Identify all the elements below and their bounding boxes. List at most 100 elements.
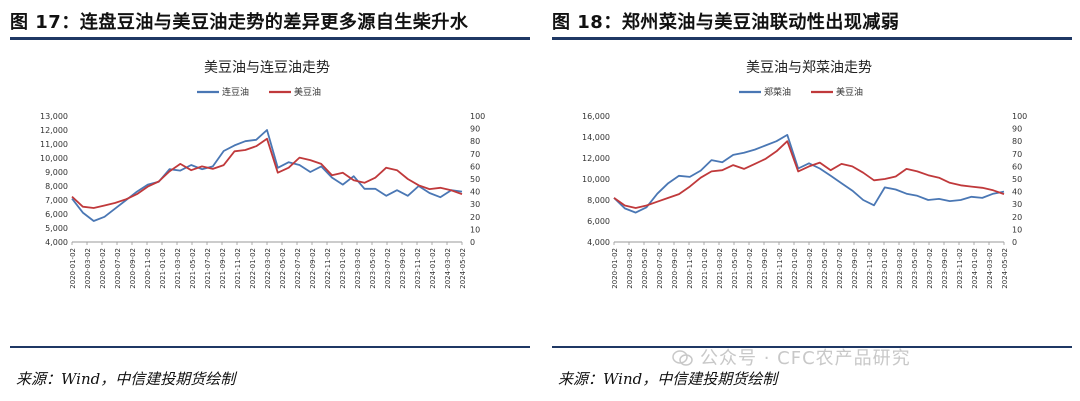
x-tick-label: 2021-11-02 xyxy=(776,248,784,289)
x-tick-label: 2022-05-02 xyxy=(279,248,287,289)
y-left-tick-label: 12,000 xyxy=(40,126,68,135)
x-tick-label: 2021-03-02 xyxy=(174,248,182,289)
x-tick-label: 2024-01-02 xyxy=(429,248,437,289)
y-left-tick-label: 6,000 xyxy=(587,217,610,226)
x-tick-label: 2020-05-02 xyxy=(641,248,649,289)
y-left-tick-label: 13,000 xyxy=(40,112,68,121)
x-tick-label: 2024-03-02 xyxy=(444,248,452,289)
x-tick-label: 2020-07-02 xyxy=(114,248,122,289)
x-tick-label: 2020-01-02 xyxy=(611,248,619,289)
x-tick-label: 2021-01-02 xyxy=(701,248,709,289)
chart-title: 美豆油与连豆油走势 xyxy=(204,60,330,76)
figure-title: 图 17：连盘豆油与美豆油走势的差异更多源自生柴升水 xyxy=(10,12,469,33)
x-tick-label: 2024-05-02 xyxy=(459,248,467,289)
x-tick-label: 2020-05-02 xyxy=(99,248,107,289)
x-tick-label: 2022-09-02 xyxy=(851,248,859,289)
y-right-tick-label: 30 xyxy=(1012,200,1022,209)
x-tick-label: 2021-09-02 xyxy=(219,248,227,289)
x-tick-label: 2023-01-02 xyxy=(881,248,889,289)
x-tick-label: 2022-09-02 xyxy=(309,248,317,289)
x-tick-label: 2023-07-02 xyxy=(926,248,934,289)
y-left-tick-label: 4,000 xyxy=(587,238,610,247)
y-right-tick-label: 90 xyxy=(1012,125,1022,134)
x-tick-label: 2021-01-02 xyxy=(159,248,167,289)
y-left-tick-label: 14,000 xyxy=(582,133,610,142)
y-right-tick-label: 60 xyxy=(470,162,480,171)
y-right-tick-label: 10 xyxy=(1012,225,1022,234)
y-right-tick-label: 100 xyxy=(1012,112,1027,121)
x-tick-label: 2020-09-02 xyxy=(671,248,679,289)
x-tick-label: 2020-09-02 xyxy=(129,248,137,289)
title-divider xyxy=(10,37,530,40)
y-left-tick-label: 8,000 xyxy=(587,196,610,205)
x-tick-label: 2023-11-02 xyxy=(414,248,422,289)
x-tick-label: 2022-07-02 xyxy=(836,248,844,289)
y-left-tick-label: 4,000 xyxy=(45,238,68,247)
y-left-tick-label: 6,000 xyxy=(45,210,68,219)
x-tick-label: 2022-11-02 xyxy=(324,248,332,289)
y-left-tick-label: 9,000 xyxy=(45,168,68,177)
y-left-tick-label: 7,000 xyxy=(45,196,68,205)
figure-title: 图 18：郑州菜油与美豆油联动性出现减弱 xyxy=(552,12,900,33)
figure-panel-left: 图 17：连盘豆油与美豆油走势的差异更多源自生柴升水 美豆油与连豆油走势 连豆油美… xyxy=(10,0,530,401)
y-right-tick-label: 80 xyxy=(1012,137,1022,146)
y-right-tick-label: 0 xyxy=(470,238,475,247)
x-tick-label: 2022-01-02 xyxy=(791,248,799,289)
x-tick-label: 2021-11-02 xyxy=(234,248,242,289)
y-right-tick-label: 0 xyxy=(1012,238,1017,247)
x-tick-label: 2021-05-02 xyxy=(731,248,739,289)
legend-label: 美豆油 xyxy=(836,86,863,98)
title-divider xyxy=(552,37,1072,40)
y-left-tick-label: 16,000 xyxy=(582,112,610,121)
x-tick-label: 2021-09-02 xyxy=(761,248,769,289)
series-line-primary xyxy=(613,134,1005,214)
x-tick-label: 2021-07-02 xyxy=(746,248,754,289)
x-tick-label: 2020-03-02 xyxy=(84,248,92,289)
watermark: 公众号 · CFC农产品研究 xyxy=(672,344,911,370)
wechat-icon xyxy=(672,350,693,366)
y-right-tick-label: 70 xyxy=(1012,150,1022,159)
x-tick-label: 2023-03-02 xyxy=(354,248,362,289)
y-left-tick-label: 10,000 xyxy=(40,154,68,163)
x-tick-label: 2020-01-02 xyxy=(69,248,77,289)
x-tick-label: 2023-07-02 xyxy=(384,248,392,289)
x-tick-label: 2023-09-02 xyxy=(399,248,407,289)
legend-label: 郑菜油 xyxy=(764,86,791,98)
x-tick-label: 2022-07-02 xyxy=(294,248,302,289)
x-tick-label: 2020-11-02 xyxy=(144,248,152,289)
x-tick-label: 2023-05-02 xyxy=(911,248,919,289)
y-right-tick-label: 30 xyxy=(470,200,480,209)
x-tick-label: 2020-03-02 xyxy=(626,248,634,289)
x-tick-label: 2023-03-02 xyxy=(896,248,904,289)
y-left-tick-label: 12,000 xyxy=(582,154,610,163)
y-right-tick-label: 80 xyxy=(470,137,480,146)
x-tick-label: 2022-03-02 xyxy=(806,248,814,289)
y-right-tick-label: 20 xyxy=(470,213,480,222)
series-line-primary xyxy=(71,129,463,222)
x-tick-label: 2021-03-02 xyxy=(716,248,724,289)
y-left-tick-label: 8,000 xyxy=(45,182,68,191)
x-tick-label: 2024-03-02 xyxy=(986,248,994,289)
x-tick-label: 2023-09-02 xyxy=(941,248,949,289)
bottom-divider xyxy=(10,346,530,348)
x-tick-label: 2022-01-02 xyxy=(249,248,257,289)
y-left-tick-label: 5,000 xyxy=(45,224,68,233)
y-right-tick-label: 20 xyxy=(1012,213,1022,222)
y-right-tick-label: 40 xyxy=(470,188,480,197)
x-tick-label: 2022-03-02 xyxy=(264,248,272,289)
legend-label: 美豆油 xyxy=(294,86,321,98)
chart-title: 美豆油与郑菜油走势 xyxy=(746,60,872,76)
figure-panel-right: 图 18：郑州菜油与美豆油联动性出现减弱 美豆油与郑菜油走势郑菜油 美豆油 4,00… xyxy=(552,0,1072,401)
y-right-tick-label: 70 xyxy=(470,150,480,159)
x-tick-label: 2024-01-02 xyxy=(971,248,979,289)
y-left-tick-label: 10,000 xyxy=(582,175,610,184)
x-tick-label: 2023-01-02 xyxy=(339,248,347,289)
watermark-text: 公众号 · CFC农产品研究 xyxy=(700,348,911,369)
bottom-divider xyxy=(552,346,1072,348)
x-tick-label: 2020-07-02 xyxy=(656,248,664,289)
source-note: 来源：Wind，中信建投期货绘制 xyxy=(558,370,778,388)
y-right-tick-label: 50 xyxy=(470,175,480,184)
series-line-secondary xyxy=(71,137,463,209)
x-tick-label: 2024-05-02 xyxy=(1001,248,1009,289)
